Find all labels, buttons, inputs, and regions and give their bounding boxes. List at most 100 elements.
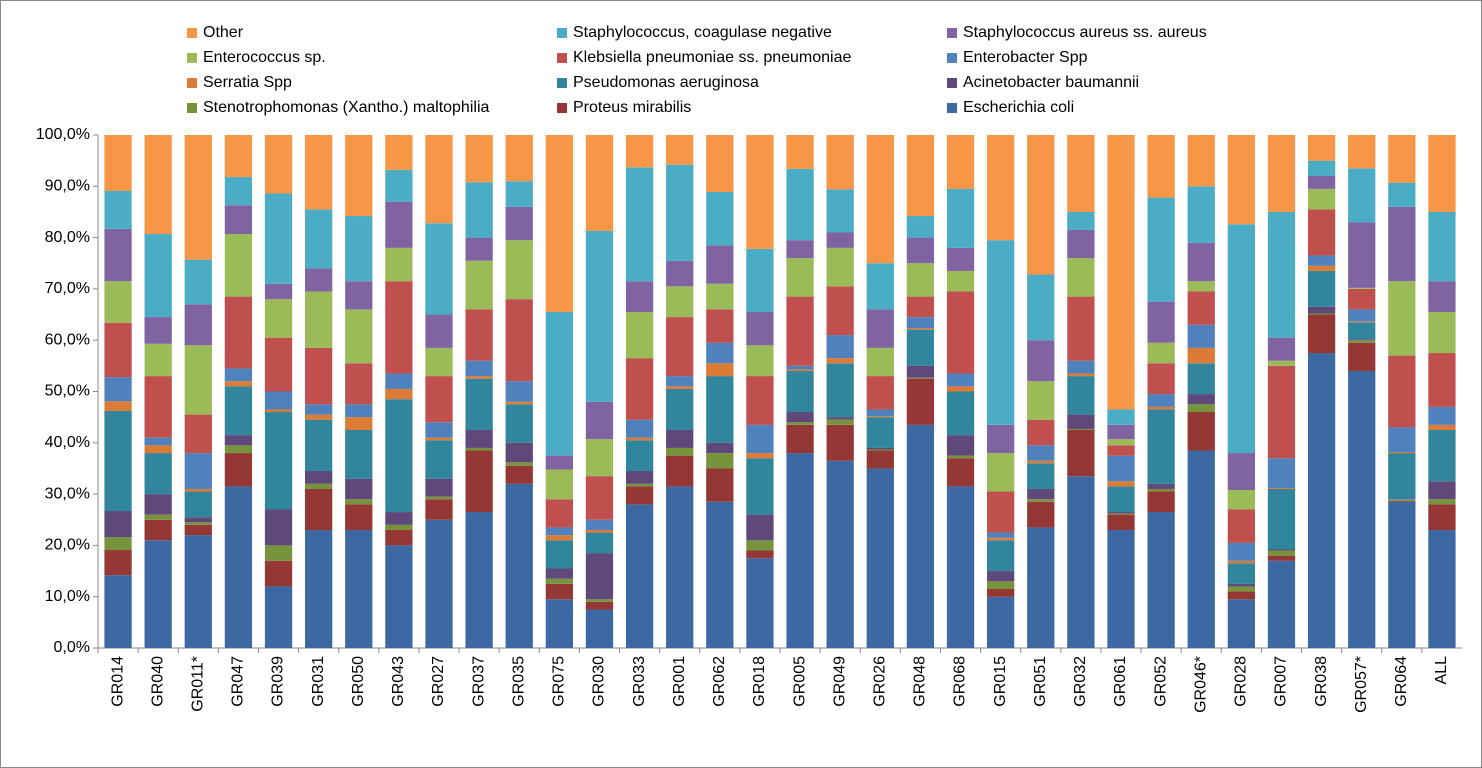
x-tick-label: GR048 bbox=[912, 656, 929, 707]
bar-segment bbox=[866, 309, 894, 348]
bar-segment bbox=[706, 453, 734, 469]
bar-segment bbox=[866, 417, 894, 448]
x-tick-label: GR057* bbox=[1353, 656, 1370, 713]
bar-segment bbox=[144, 453, 172, 495]
bar-segment bbox=[1428, 211, 1456, 282]
bar-segment bbox=[706, 376, 734, 443]
bar-segment bbox=[1187, 242, 1215, 282]
bar-segment bbox=[1027, 527, 1055, 648]
bar-segment bbox=[625, 437, 654, 441]
bar-segment bbox=[946, 135, 975, 189]
bar-segment bbox=[585, 553, 614, 600]
bar-segment bbox=[1107, 530, 1135, 648]
y-tick-label: 90,0% bbox=[45, 178, 90, 195]
bar-segment bbox=[545, 578, 573, 584]
bar-segment bbox=[1147, 197, 1175, 302]
bar-segment bbox=[585, 609, 614, 648]
bar-segment bbox=[1027, 460, 1055, 464]
bar-segment bbox=[1307, 176, 1336, 189]
bar-segment bbox=[1428, 406, 1456, 425]
bar-segment bbox=[987, 240, 1015, 425]
bar-segment bbox=[1307, 313, 1336, 315]
x-tick-label: GR026 bbox=[872, 656, 889, 707]
bar-segment bbox=[1307, 255, 1336, 266]
bar-segment bbox=[224, 453, 253, 487]
bar-segment bbox=[425, 223, 453, 315]
bar-segment bbox=[987, 571, 1015, 582]
bar-segment bbox=[746, 458, 774, 515]
bar-segment bbox=[184, 259, 212, 305]
bar-segment bbox=[1267, 487, 1296, 489]
bar-segment bbox=[625, 419, 654, 438]
bar-segment bbox=[1067, 428, 1095, 430]
x-tick-label: GR075 bbox=[551, 656, 568, 707]
bar-segment bbox=[264, 283, 293, 300]
bar-segment bbox=[545, 599, 573, 648]
bar-segment bbox=[505, 135, 533, 182]
bar-segment bbox=[1388, 501, 1416, 648]
bar-segment bbox=[906, 135, 935, 217]
bar-segment bbox=[585, 439, 614, 477]
bar-segment bbox=[826, 335, 854, 359]
bar-segment bbox=[826, 358, 854, 364]
bar-segment bbox=[425, 314, 453, 348]
legend-label: Acinetobacter baumannii bbox=[963, 74, 1139, 91]
bar-segment bbox=[746, 453, 774, 459]
bar-segment bbox=[1227, 586, 1255, 592]
bar-segment bbox=[545, 311, 573, 456]
legend-label: Enterococcus sp. bbox=[203, 49, 326, 66]
bar-segment bbox=[1348, 339, 1376, 341]
bar-segment bbox=[1027, 463, 1055, 489]
bar-segment bbox=[1388, 499, 1416, 500]
x-tick-label: GR046* bbox=[1192, 656, 1209, 713]
bar-segment bbox=[505, 465, 533, 484]
bar-segment bbox=[545, 455, 573, 470]
bar-segment bbox=[1147, 488, 1175, 492]
bar-segment bbox=[1388, 135, 1416, 183]
bar-segment bbox=[305, 347, 333, 405]
x-tick-label: GR035 bbox=[510, 656, 527, 707]
bar-segment bbox=[1348, 322, 1376, 340]
bar-segment bbox=[666, 260, 694, 287]
bar-segment bbox=[1428, 424, 1456, 430]
bar-segment bbox=[1187, 347, 1215, 364]
bar-segment bbox=[1067, 373, 1095, 377]
bar-segment bbox=[1067, 376, 1095, 415]
x-tick-label: GR049 bbox=[831, 656, 848, 707]
bar-segment bbox=[184, 135, 212, 260]
bar-segment bbox=[987, 532, 1015, 538]
bar-segment bbox=[1027, 340, 1055, 382]
bar-segment bbox=[946, 455, 975, 459]
bar-segment bbox=[906, 377, 935, 379]
y-tick-label: 0,0% bbox=[54, 639, 90, 656]
bar-segment bbox=[1227, 542, 1255, 561]
bar-segment bbox=[826, 135, 854, 190]
bar-segment bbox=[104, 135, 132, 191]
bar-segment bbox=[505, 181, 533, 207]
bar-segment bbox=[1187, 450, 1215, 648]
bar-segment bbox=[505, 240, 533, 300]
bar-segment bbox=[545, 535, 573, 541]
bar-segment bbox=[1428, 353, 1456, 407]
bar-segment bbox=[184, 453, 212, 489]
bar-segment bbox=[1388, 182, 1416, 207]
bar-segment bbox=[1388, 281, 1416, 356]
bar-segment bbox=[144, 343, 172, 377]
bar-segment bbox=[505, 206, 533, 241]
bar-segment bbox=[505, 404, 533, 443]
bar-segment bbox=[585, 476, 614, 520]
bar-segment bbox=[385, 524, 413, 531]
bar-segment bbox=[1027, 501, 1055, 528]
bar-segment bbox=[786, 453, 814, 648]
bar-segment bbox=[345, 135, 373, 217]
legend-swatch bbox=[947, 28, 957, 38]
bar-segment bbox=[305, 471, 333, 484]
x-tick-label: GR001 bbox=[671, 656, 688, 707]
legend-label: Staphylococcus, coagulase negative bbox=[573, 24, 832, 41]
bar-segment bbox=[826, 247, 854, 287]
legend-label: Other bbox=[203, 24, 244, 41]
legend-label: Enterobacter Spp bbox=[963, 49, 1088, 66]
legend-label: Stenotrophomonas (Xantho.) maltophilia bbox=[203, 99, 489, 116]
bar-segment bbox=[1267, 360, 1296, 366]
bar-segment bbox=[1067, 476, 1095, 648]
